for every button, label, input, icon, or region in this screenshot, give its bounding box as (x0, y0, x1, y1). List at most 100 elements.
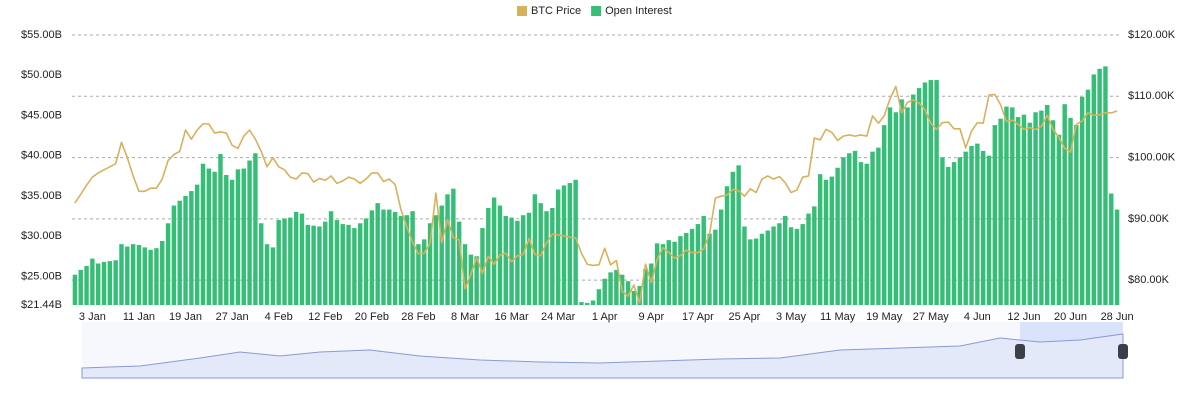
bar (637, 286, 642, 305)
bar (1085, 89, 1091, 306)
bar (521, 215, 526, 305)
bar (922, 82, 928, 305)
bar (404, 215, 409, 305)
bar (817, 174, 823, 305)
bar (614, 269, 619, 305)
bar (946, 166, 951, 305)
bar (1109, 193, 1114, 305)
bar (72, 274, 78, 305)
bar (183, 195, 188, 305)
bar (649, 263, 654, 305)
x-tick-label: 19 May (866, 311, 903, 323)
navigator-handle[interactable] (1118, 344, 1128, 359)
x-tick-label: 3 May (776, 311, 806, 323)
y2-tick-label: $80.00K (1128, 274, 1170, 286)
bar (835, 167, 840, 305)
bar (1004, 106, 1009, 306)
bar (340, 224, 345, 305)
bar (293, 211, 299, 305)
bar (579, 302, 584, 305)
x-tick-label: 25 Apr (729, 311, 761, 323)
bar (544, 211, 549, 305)
bar (241, 168, 246, 305)
bar (724, 186, 730, 305)
bars (72, 66, 1120, 306)
bar (916, 88, 922, 305)
bar (777, 223, 782, 305)
navigator (81, 322, 1128, 379)
bar (445, 194, 450, 305)
bar (264, 244, 270, 305)
bar (590, 300, 596, 305)
bar (678, 236, 683, 305)
bar (736, 165, 741, 305)
bar (1079, 96, 1085, 305)
bar (90, 258, 95, 305)
bar (439, 205, 444, 305)
bar (474, 256, 479, 305)
bar (229, 179, 235, 305)
x-tick-label: 24 Mar (541, 311, 576, 323)
bar (847, 153, 852, 305)
bar (643, 269, 648, 305)
bar (823, 179, 829, 305)
bar (806, 213, 811, 305)
x-tick-label: 28 Jun (1101, 311, 1134, 323)
bar (602, 278, 607, 305)
bar (881, 125, 887, 305)
bar (148, 249, 153, 305)
line (74, 85, 1118, 304)
bar (288, 217, 293, 305)
bar (392, 211, 398, 305)
bar (299, 213, 305, 305)
bar (986, 155, 992, 305)
bar (398, 216, 404, 305)
bar (113, 260, 118, 305)
bar (707, 233, 712, 305)
x-tick-label: 9 Apr (638, 311, 664, 323)
bar (1050, 120, 1056, 306)
bar (84, 265, 89, 305)
bar (951, 162, 957, 305)
bar (224, 174, 229, 305)
bar (812, 206, 817, 305)
bar (462, 244, 468, 305)
y2-tick-label: $100.00K (1128, 151, 1176, 163)
bar (130, 244, 136, 305)
bar (1062, 104, 1067, 305)
bar (893, 112, 899, 305)
bar (1097, 68, 1102, 306)
bar (870, 151, 875, 305)
bar (1045, 104, 1050, 305)
bar (561, 185, 567, 305)
bar (352, 228, 357, 305)
bar (550, 207, 555, 305)
bar (218, 154, 223, 305)
bar (998, 118, 1003, 305)
bar (177, 200, 182, 305)
y2-tick-label: $90.00K (1128, 213, 1170, 225)
grid (72, 34, 1120, 281)
y2-tick-label: $120.00K (1128, 29, 1176, 41)
bar (375, 203, 380, 305)
bar (742, 226, 747, 305)
bar (631, 290, 637, 305)
bar (899, 99, 904, 305)
bar (1015, 117, 1021, 305)
bar (794, 228, 800, 305)
bar (276, 220, 281, 305)
bar (381, 209, 386, 305)
bar (410, 211, 415, 305)
bar (1114, 209, 1120, 305)
bar (503, 216, 508, 305)
bar (451, 188, 456, 305)
bar (841, 157, 846, 305)
bar (928, 80, 933, 305)
bar (532, 194, 538, 305)
x-tick-label: 17 Apr (682, 311, 714, 323)
bar (422, 239, 427, 305)
bar (695, 224, 701, 305)
bar (194, 184, 200, 305)
bar (515, 220, 520, 305)
navigator-handle[interactable] (1015, 344, 1025, 359)
